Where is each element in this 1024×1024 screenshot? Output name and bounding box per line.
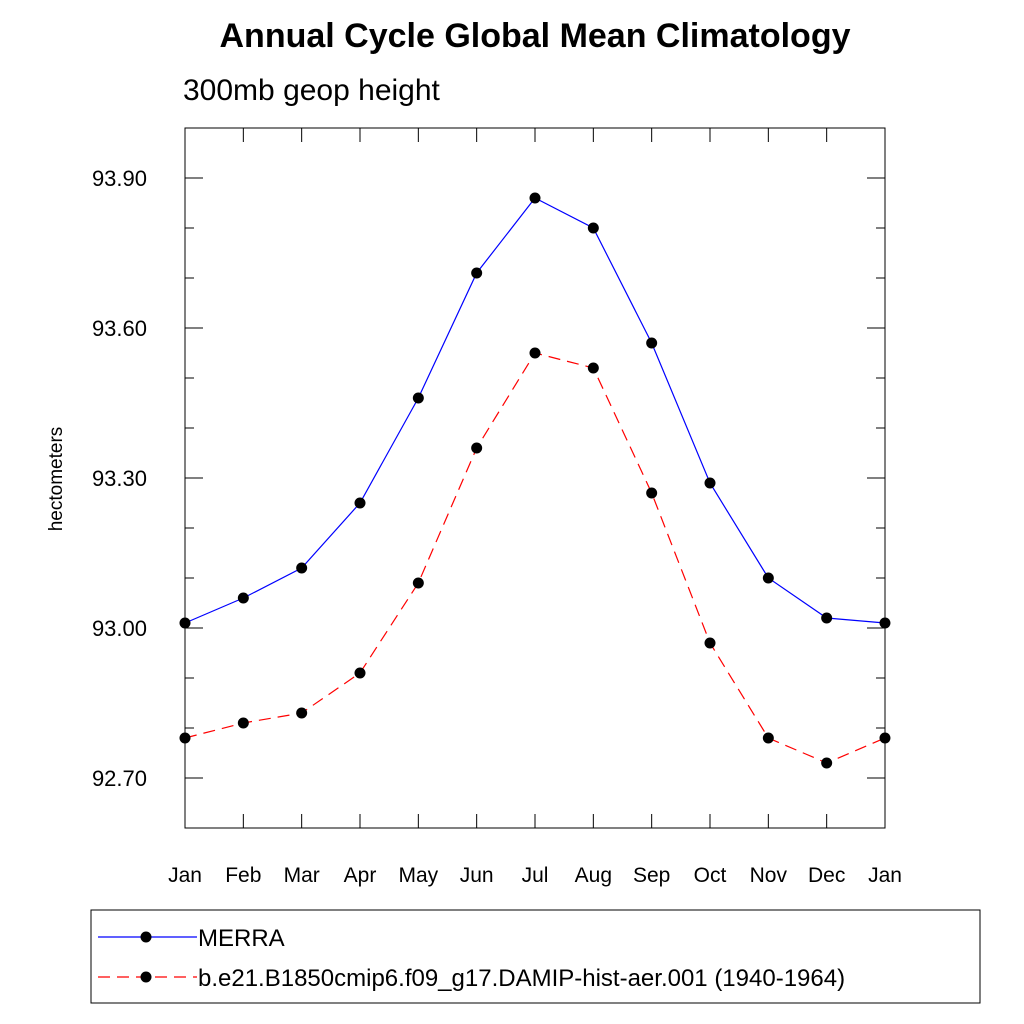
series-0-point bbox=[179, 617, 191, 629]
x-tick-label: Dec bbox=[808, 864, 845, 887]
chart-subtitle: 300mb geop height bbox=[183, 74, 441, 107]
series-0-point bbox=[762, 572, 774, 584]
series-0-point bbox=[587, 222, 599, 234]
y-tick-label: 93.00 bbox=[92, 616, 147, 641]
legend-marker-1 bbox=[140, 971, 152, 983]
series-1-point bbox=[704, 637, 716, 649]
legend-label-1: b.e21.B1850cmip6.f09_g17.DAMIP-hist-aer.… bbox=[198, 965, 845, 992]
series-0-point bbox=[529, 192, 541, 204]
series-1-point bbox=[646, 487, 658, 499]
x-tick-label: May bbox=[398, 864, 438, 887]
y-tick-label: 93.90 bbox=[92, 166, 147, 191]
series-1-point bbox=[412, 577, 424, 589]
x-tick-label: Oct bbox=[694, 864, 727, 887]
plot-frame bbox=[184, 127, 886, 829]
x-tick-label: Feb bbox=[225, 864, 261, 887]
series-line-1 bbox=[184, 352, 886, 764]
x-tick-label: Jun bbox=[460, 864, 494, 887]
series-0-point bbox=[471, 267, 483, 279]
x-tick-label: Apr bbox=[344, 864, 377, 887]
legend: MERRA b.e21.B1850cmip6.f09_g17.DAMIP-hist… bbox=[90, 909, 981, 1004]
y-tick-label: 93.60 bbox=[92, 316, 147, 341]
legend-label-0: MERRA bbox=[198, 925, 285, 952]
series-1-point bbox=[529, 347, 541, 359]
series-line-0 bbox=[184, 197, 886, 624]
legend-marker-0 bbox=[140, 931, 152, 943]
series-layer bbox=[179, 192, 891, 769]
y-tick-label: 93.30 bbox=[92, 466, 147, 491]
series-0-point bbox=[879, 617, 891, 629]
series-1-point bbox=[762, 732, 774, 744]
x-tick-label: Jul bbox=[522, 864, 549, 887]
x-tick-label: Mar bbox=[284, 864, 320, 887]
series-1-point bbox=[354, 667, 366, 679]
series-1-point bbox=[879, 732, 891, 744]
series-0-point bbox=[646, 337, 658, 349]
x-tick-label: Jan bbox=[868, 864, 902, 887]
x-tick-label: Nov bbox=[750, 864, 788, 887]
x-tick-label: Sep bbox=[633, 864, 670, 887]
series-1-point bbox=[821, 757, 833, 769]
x-tick-label: Jan bbox=[168, 864, 202, 887]
series-1-point bbox=[179, 732, 191, 744]
series-0-point bbox=[237, 592, 249, 604]
series-0-point bbox=[704, 477, 716, 489]
series-1-point bbox=[471, 442, 483, 454]
legend-box bbox=[90, 909, 981, 1004]
series-0-point bbox=[821, 612, 833, 624]
series-0-point bbox=[412, 392, 424, 404]
series-1-point bbox=[237, 717, 249, 729]
y-tick-label: 92.70 bbox=[92, 766, 147, 791]
series-0-point bbox=[354, 497, 366, 509]
series-1-point bbox=[587, 362, 599, 374]
axes: Jan Feb Mar Apr May Jun Jul Aug Sep Oct Nov Dec Jan 9… bbox=[92, 127, 902, 887]
y-axis-label: hectometers bbox=[46, 427, 67, 532]
series-0-point bbox=[296, 562, 308, 574]
series-1-point bbox=[296, 707, 308, 719]
x-tick-label: Aug bbox=[575, 864, 612, 887]
chart-title: Annual Cycle Global Mean Climatology bbox=[220, 17, 851, 55]
